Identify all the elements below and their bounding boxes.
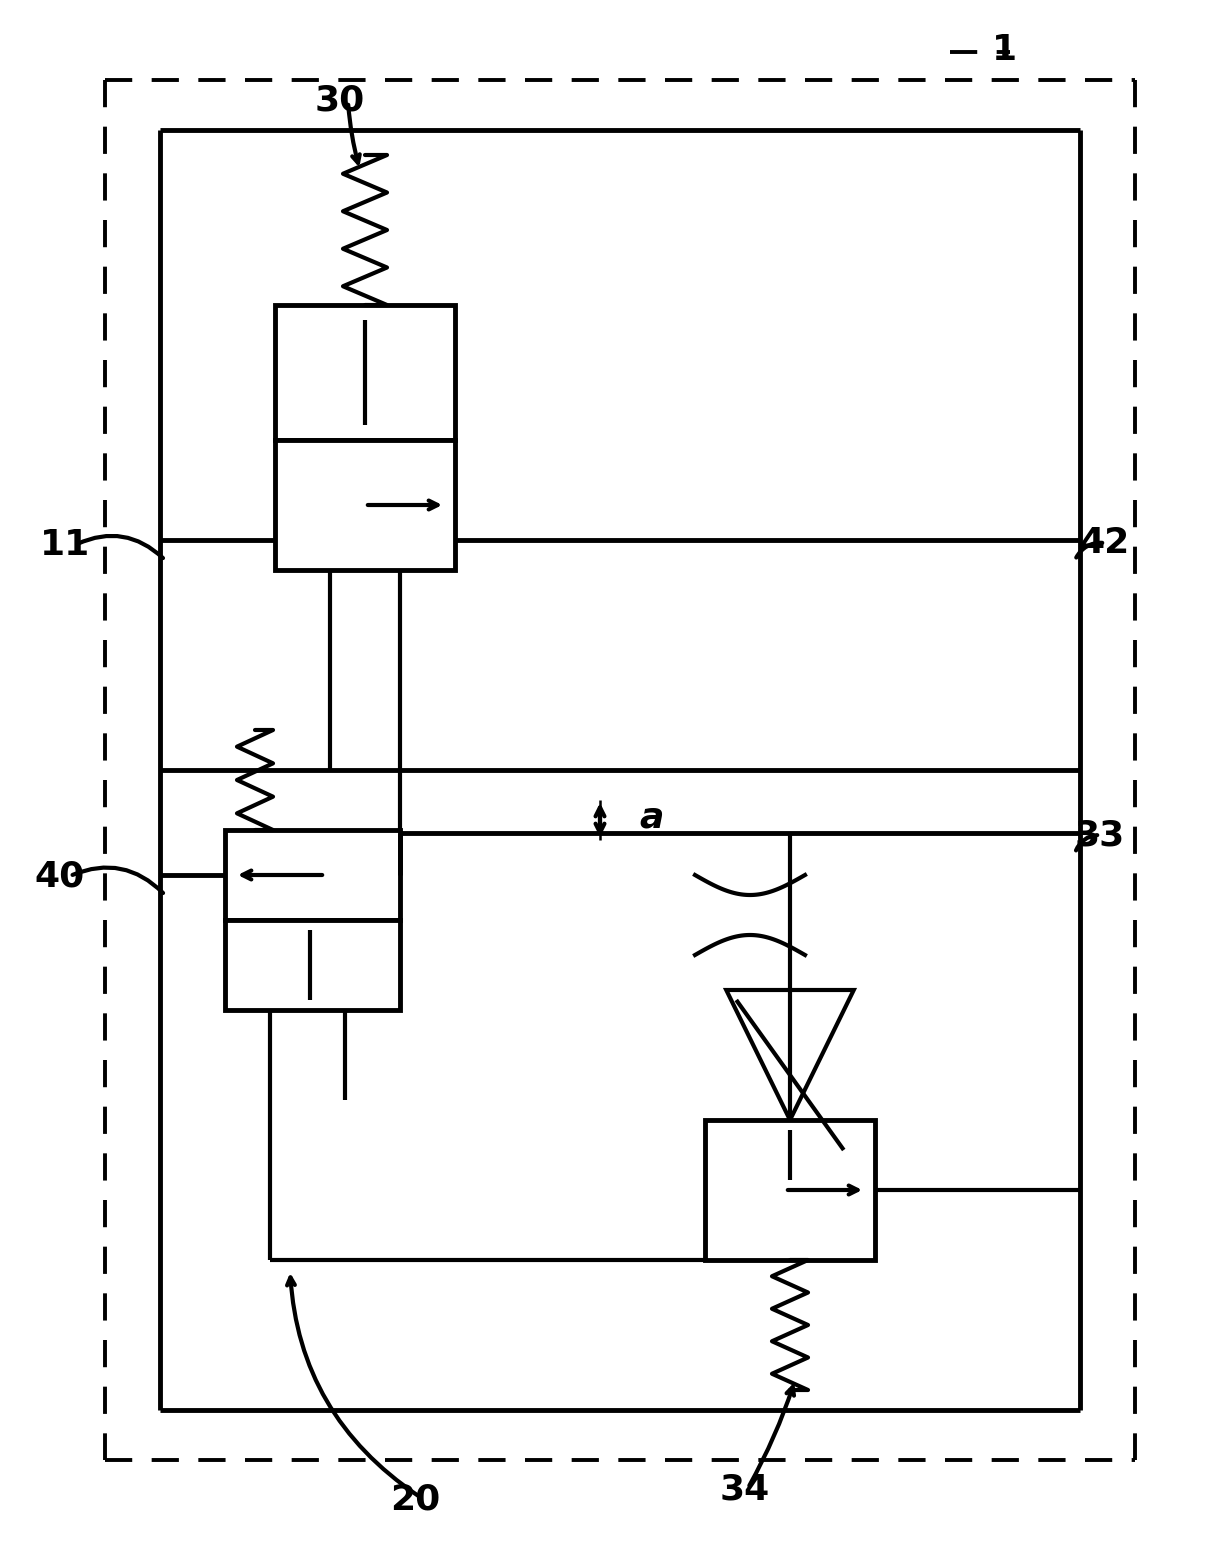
Bar	[224, 921, 400, 1011]
Text: 34: 34	[719, 1473, 770, 1507]
Text: a: a	[639, 799, 665, 833]
Text: 42: 42	[1080, 526, 1131, 560]
Bar	[275, 440, 455, 571]
Polygon shape	[727, 991, 854, 1120]
Text: 1: 1	[992, 33, 1018, 67]
Text: 11: 11	[40, 529, 90, 561]
Text: 40: 40	[35, 858, 85, 893]
Bar	[705, 1120, 875, 1260]
Bar	[275, 305, 455, 440]
Text: 30: 30	[315, 82, 365, 117]
Text: 20: 20	[389, 1483, 440, 1518]
Text: 33: 33	[1075, 818, 1126, 852]
Bar	[224, 830, 400, 921]
